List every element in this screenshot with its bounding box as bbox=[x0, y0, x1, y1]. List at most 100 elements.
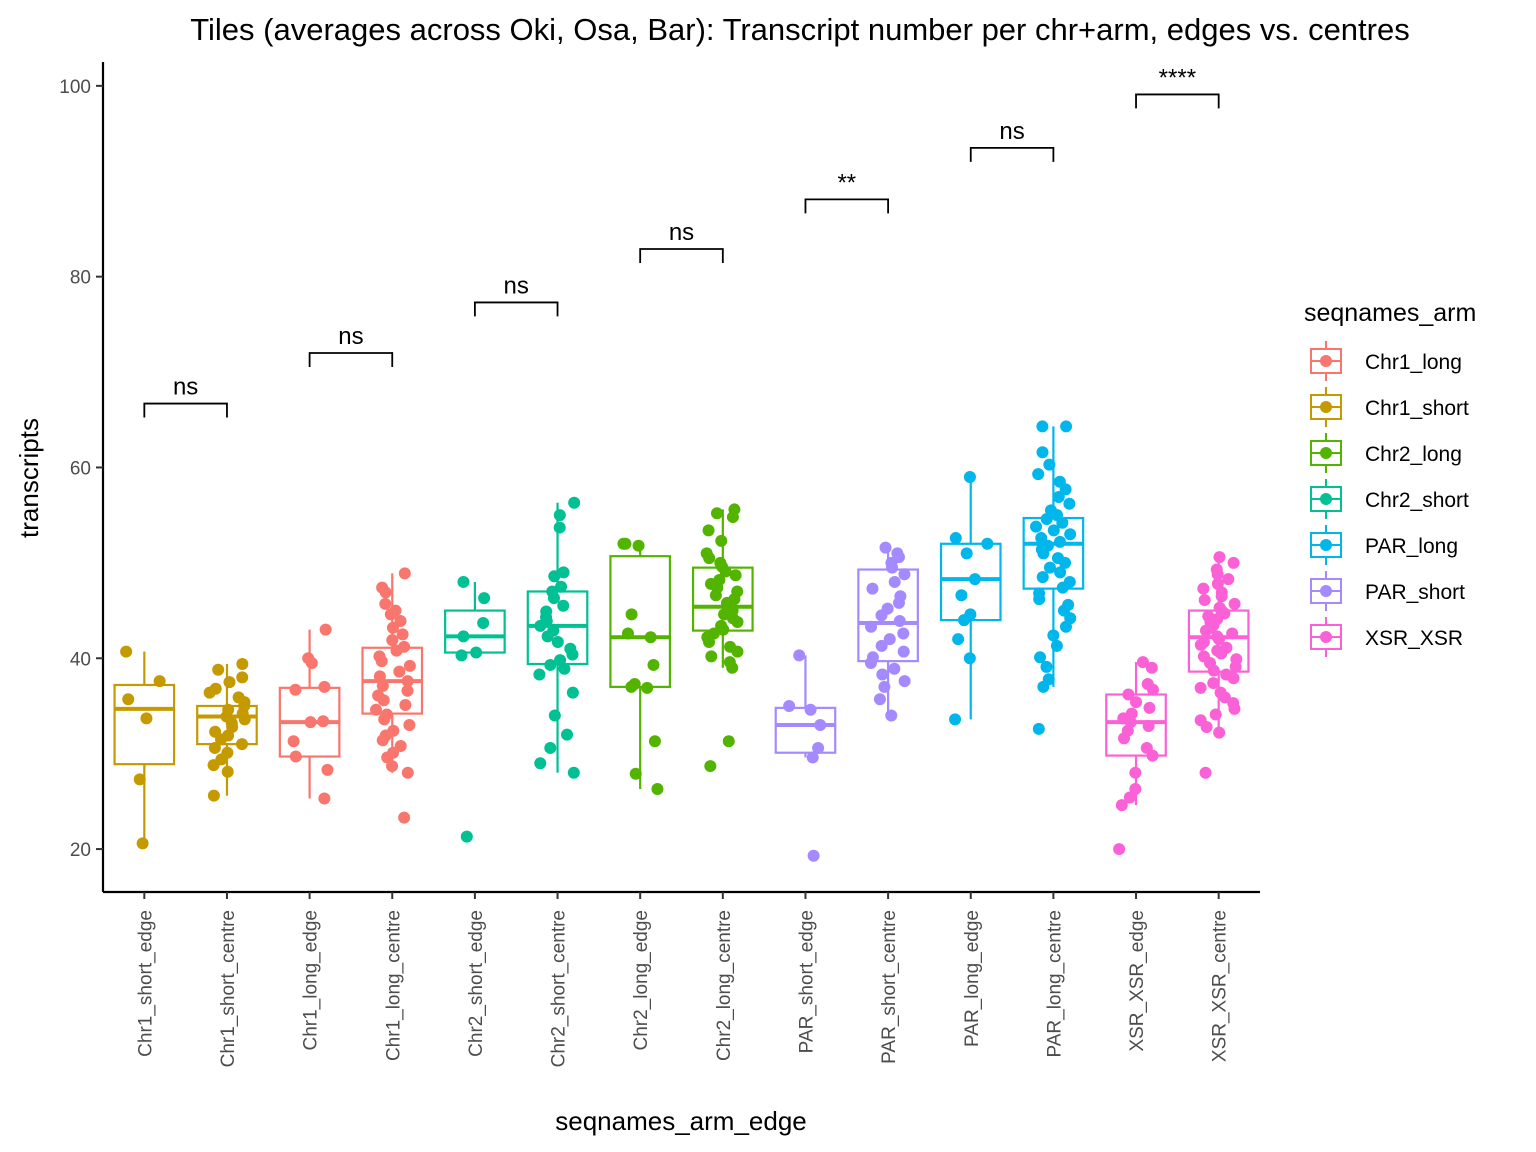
data-point bbox=[455, 649, 468, 662]
data-point bbox=[893, 615, 906, 628]
data-point bbox=[647, 658, 660, 671]
data-point bbox=[885, 709, 898, 722]
plot-area: 20 40 60 80 100 Chr1_short_edge Chr1_short_cen… bbox=[59, 62, 1260, 1067]
data-point bbox=[558, 662, 571, 675]
data-point bbox=[731, 616, 744, 629]
data-point bbox=[460, 830, 473, 843]
data-point bbox=[398, 811, 411, 824]
data-point bbox=[212, 663, 225, 676]
data-point bbox=[534, 619, 547, 632]
legend-label: Chr1_long bbox=[1365, 351, 1462, 374]
legend-item-PAR_long: PAR_long bbox=[1310, 525, 1458, 565]
data-point bbox=[1040, 512, 1053, 525]
legend-item-PAR_short: PAR_short bbox=[1310, 571, 1465, 611]
data-point bbox=[648, 735, 661, 748]
data-point bbox=[703, 636, 716, 649]
legend-item-Chr1_long: Chr1_long bbox=[1310, 341, 1462, 381]
y-tick-label: 40 bbox=[70, 649, 91, 670]
data-point bbox=[888, 575, 901, 588]
data-point bbox=[1053, 535, 1066, 548]
data-point bbox=[710, 507, 723, 520]
data-point bbox=[1226, 627, 1239, 640]
data-point bbox=[897, 645, 910, 658]
data-point bbox=[1228, 597, 1241, 610]
data-point bbox=[541, 630, 554, 643]
data-point bbox=[1146, 749, 1159, 762]
x-tick-label: PAR_long_centre bbox=[1044, 910, 1065, 1058]
data-point bbox=[568, 496, 581, 509]
data-point bbox=[375, 655, 388, 668]
data-point bbox=[1142, 720, 1155, 732]
data-point bbox=[548, 570, 561, 583]
data-point bbox=[221, 765, 234, 778]
data-point bbox=[551, 636, 564, 649]
legend-label: Chr2_short bbox=[1365, 489, 1469, 512]
data-point bbox=[544, 741, 557, 754]
data-point bbox=[625, 608, 638, 621]
data-point bbox=[897, 627, 910, 640]
bracket-line bbox=[804, 198, 890, 214]
data-point bbox=[1059, 620, 1072, 633]
legend-label: PAR_short bbox=[1365, 581, 1465, 604]
data-point bbox=[892, 596, 905, 609]
data-point bbox=[207, 759, 220, 772]
data-point bbox=[878, 680, 891, 693]
significance-label: ** bbox=[837, 169, 856, 196]
box-Chr2_short_edge bbox=[444, 575, 506, 843]
data-point bbox=[373, 670, 386, 683]
data-point bbox=[1213, 551, 1226, 564]
x-tick-label: Chr1_short_centre bbox=[218, 910, 239, 1067]
legend-label: Chr2_long bbox=[1365, 443, 1462, 466]
significance-label: ns bbox=[338, 323, 363, 350]
data-point bbox=[952, 633, 965, 646]
legend-key-point bbox=[1320, 401, 1332, 413]
data-point bbox=[1032, 722, 1045, 735]
significance-label: ns bbox=[669, 219, 694, 246]
data-point bbox=[1054, 566, 1067, 579]
data-point bbox=[215, 733, 228, 746]
data-point bbox=[888, 662, 901, 675]
data-point bbox=[1212, 633, 1225, 646]
legend-label: PAR_long bbox=[1365, 535, 1458, 558]
data-point bbox=[1200, 624, 1213, 637]
legend-item-Chr2_short: Chr2_short bbox=[1310, 479, 1469, 519]
data-point bbox=[1227, 556, 1240, 569]
y-axis-title: transcripts bbox=[14, 418, 44, 538]
bracket-line bbox=[308, 352, 394, 367]
x-tick-label: Chr2_long_centre bbox=[714, 910, 735, 1061]
data-point bbox=[814, 719, 827, 732]
data-point bbox=[644, 631, 657, 644]
data-point bbox=[377, 694, 390, 707]
data-point bbox=[722, 735, 735, 748]
data-point bbox=[1033, 593, 1046, 606]
significance-bracket: **** bbox=[1135, 64, 1220, 109]
legend-label: Chr1_short bbox=[1365, 397, 1469, 420]
data-point bbox=[1122, 688, 1135, 701]
data-point bbox=[812, 741, 825, 754]
data-point bbox=[566, 686, 579, 699]
data-point bbox=[289, 750, 302, 763]
data-point bbox=[1194, 681, 1207, 694]
data-point bbox=[1040, 660, 1053, 673]
data-point bbox=[702, 524, 715, 537]
data-point bbox=[153, 675, 166, 688]
box-XSR_XSR_edge bbox=[1105, 656, 1167, 856]
data-point bbox=[1197, 582, 1210, 595]
data-point bbox=[398, 567, 411, 580]
data-point bbox=[236, 657, 249, 670]
data-point bbox=[1143, 701, 1156, 714]
data-point bbox=[807, 849, 820, 862]
data-point bbox=[717, 623, 730, 636]
data-point bbox=[386, 760, 399, 773]
data-point bbox=[1207, 677, 1220, 690]
data-point bbox=[651, 782, 664, 795]
data-point bbox=[236, 671, 249, 684]
box-iqr bbox=[609, 555, 672, 688]
data-point bbox=[960, 547, 973, 560]
data-point bbox=[1064, 528, 1077, 541]
data-point bbox=[709, 589, 722, 602]
data-point bbox=[1209, 708, 1222, 721]
significance-bracket: ns bbox=[143, 374, 228, 418]
data-point bbox=[1228, 702, 1241, 715]
x-tick-label: XSR_XSR_edge bbox=[1127, 910, 1148, 1052]
